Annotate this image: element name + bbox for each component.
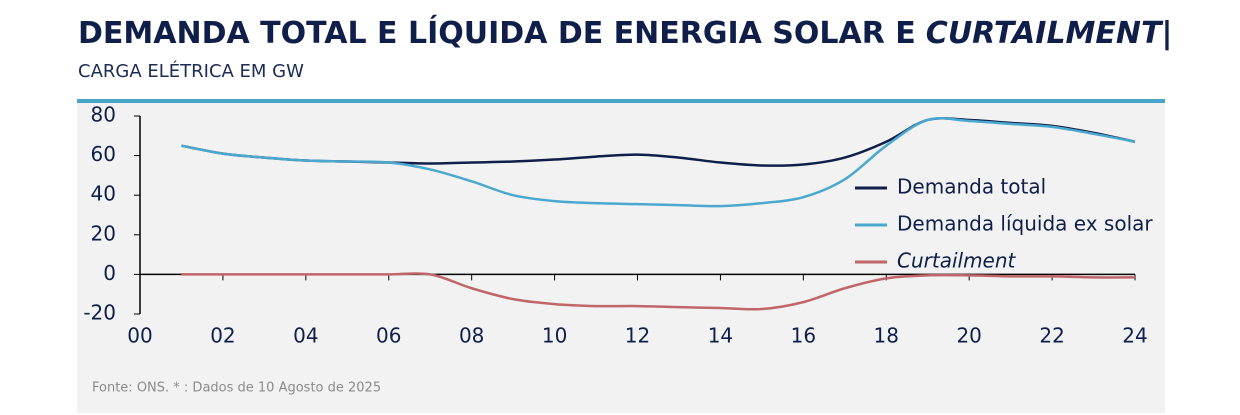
x-tick-label: 24 [1122,324,1147,348]
x-tick-label: 04 [293,324,318,348]
source-note: Fonte: ONS. * : Dados de 10 Agosto de 20… [92,381,381,396]
x-tick-label: 20 [956,324,981,348]
title-main: DEMANDA TOTAL E LÍQUIDA DE ENERGIA SOLAR… [78,15,916,51]
x-tick-label: 16 [791,324,816,348]
series-line [181,272,1136,311]
title-italic: CURTAILMENT [926,16,1164,51]
chart-subtitle: CARGA ELÉTRICA EM GW [78,60,304,82]
y-tick-label: 60 [91,142,116,166]
legend-label: Demanda líquida ex solar [897,212,1153,236]
x-tick-label: 12 [625,324,650,348]
legend-label: Curtailment [897,249,1017,273]
y-tick-label: -20 [83,301,116,325]
y-tick-label: 80 [91,103,116,127]
y-tick-label: 20 [91,221,116,245]
x-tick-label: 22 [1039,324,1064,348]
series-line [181,117,1136,208]
x-tick-label: 02 [210,324,235,348]
chart-title: DEMANDA TOTAL E LÍQUIDA DE ENERGIA SOLAR… [78,15,1172,51]
title-end: | [1161,16,1172,51]
x-tick-label: 08 [459,324,484,348]
x-tick-label: 18 [874,324,899,348]
y-tick-label: 40 [91,182,116,206]
legend-label: Demanda total [897,175,1046,199]
y-tick-label: 0 [103,261,116,285]
x-tick-label: 14 [708,324,733,348]
x-tick-label: 00 [127,324,152,348]
x-tick-label: 06 [376,324,401,348]
x-tick-label: 10 [542,324,567,348]
